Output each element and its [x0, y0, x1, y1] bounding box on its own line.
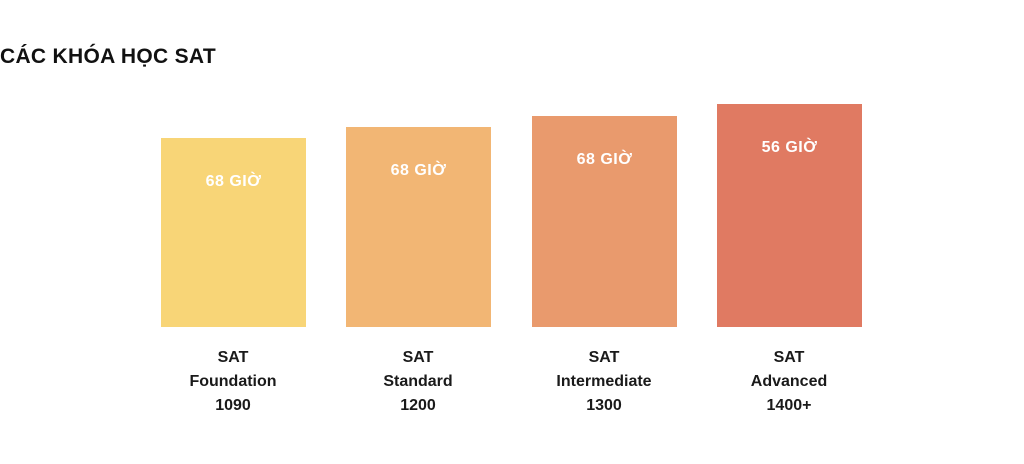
- label-line: 1300: [586, 397, 622, 414]
- label-line: 1400+: [766, 397, 812, 414]
- course-label: SAT Foundation 1090: [143, 346, 323, 418]
- label-line: Intermediate: [556, 373, 652, 390]
- course-label: SAT Advanced 1400+: [699, 346, 879, 418]
- course-bar: 56 GIỜ: [717, 104, 862, 327]
- label-line: Standard: [383, 373, 453, 390]
- course-hours: 68 GIỜ: [576, 151, 633, 168]
- course-hours: 68 GIỜ: [205, 173, 262, 190]
- label-line: Advanced: [750, 373, 828, 390]
- label-line: SAT: [402, 349, 434, 366]
- course-hours: 68 GIỜ: [390, 162, 447, 179]
- course-bar: 68 GIỜ: [161, 138, 306, 327]
- course-bar: 68 GIỜ: [346, 127, 491, 327]
- course-label: SAT Standard 1200: [328, 346, 508, 418]
- label-line: SAT: [588, 349, 620, 366]
- label-line: SAT: [217, 349, 249, 366]
- label-line: Foundation: [189, 373, 277, 390]
- label-line: 1200: [400, 397, 436, 414]
- label-line: 1090: [215, 397, 251, 414]
- course-bar: 68 GIỜ: [532, 116, 677, 327]
- course-hours: 56 GIỜ: [761, 139, 818, 156]
- title: CÁC KHÓA HỌC SAT: [0, 45, 216, 68]
- course-label: SAT Intermediate 1300: [514, 346, 694, 418]
- label-line: SAT: [773, 349, 805, 366]
